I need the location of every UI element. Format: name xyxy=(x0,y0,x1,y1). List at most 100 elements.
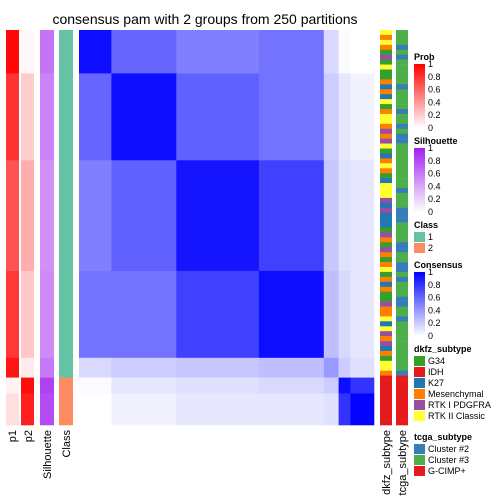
dkfz-subtype-cell xyxy=(380,360,392,366)
annot-cls-cell xyxy=(59,30,73,74)
annot-p2-cell xyxy=(21,160,34,272)
dkfz-subtype-cell xyxy=(380,143,392,149)
dkfz-subtype-cell xyxy=(380,207,392,213)
tcga-subtype-cell xyxy=(396,158,408,164)
tcga-subtype-cell xyxy=(396,59,408,65)
legends: Prob10.80.60.40.20Silhouette10.80.60.40.… xyxy=(414,52,491,476)
consensus-cell xyxy=(338,270,351,359)
annot-p1-cell xyxy=(6,357,19,378)
tcga-subtype-cell xyxy=(396,400,408,406)
dkfz-subtype-cell xyxy=(380,346,392,352)
dkfz-subtype-cell xyxy=(380,267,392,273)
annot-p2-cell xyxy=(21,73,34,161)
tcga-subtype-cell xyxy=(396,420,408,426)
consensus-cell xyxy=(111,393,177,426)
consensus-cell xyxy=(338,357,351,378)
prob-legend-tick: 0.2 xyxy=(428,110,441,120)
tcga-subtype-cell xyxy=(396,360,408,366)
column-label-dkfz-subtype: dkfz_subtype xyxy=(381,430,393,495)
tcga-subtype-cell xyxy=(396,123,408,129)
tcga-subtype-cell xyxy=(396,281,408,287)
tcga-subtype-cell xyxy=(396,109,408,115)
tcga-subtype-cell xyxy=(396,69,408,75)
dkfz-subtype-cell xyxy=(380,262,392,268)
dkfz-subtype-cell xyxy=(380,54,392,60)
consensus-legend-tick: 0.6 xyxy=(428,293,441,303)
consensus-cell xyxy=(176,30,260,74)
silhouette-legend-tick: 0 xyxy=(428,207,433,217)
prob-legend-colorbar xyxy=(414,64,425,128)
tcga-subtype-cell xyxy=(396,365,408,371)
column-label-tcga-subtype: tcga_subtype xyxy=(397,430,409,495)
dkfz-subtype-cell xyxy=(380,291,392,297)
silhouette-legend-tick: 0.8 xyxy=(428,156,441,166)
dkfz-subtype-legend-title: dkfz_subtype xyxy=(414,344,472,354)
dkfz-subtype-cell xyxy=(380,109,392,115)
dkfz-subtype-cell xyxy=(380,39,392,46)
dkfz-subtype-cell xyxy=(380,341,392,347)
prob-legend-tick: 0.4 xyxy=(428,97,441,107)
dkfz-subtype-legend-swatch xyxy=(414,411,425,421)
tcga-subtype-cell xyxy=(396,217,408,223)
dkfz-subtype-legend-swatch xyxy=(414,378,425,388)
tcga-subtype-cell xyxy=(396,212,408,218)
consensus-cell xyxy=(79,357,112,378)
tcga-subtype-legend-swatch xyxy=(414,455,425,465)
consensus-cell xyxy=(338,377,351,394)
consensus-legend-tick: 0.8 xyxy=(428,280,441,290)
tcga-subtype-cell xyxy=(396,202,408,208)
tcga-subtype-legend-label: Cluster #3 xyxy=(428,455,469,465)
tcga-subtype-cell xyxy=(396,74,408,80)
dkfz-subtype-cell xyxy=(380,252,392,258)
tcga-subtype-cell xyxy=(396,405,408,411)
consensus-cell xyxy=(176,160,260,272)
tcga-subtype-cell xyxy=(396,197,408,204)
dkfz-subtype-cell xyxy=(380,178,392,184)
tcga-subtype-cell xyxy=(396,34,408,41)
consensus-cell xyxy=(176,393,260,426)
tcga-subtype-cell xyxy=(396,168,408,174)
consensus-cell xyxy=(350,30,375,74)
dkfz-subtype-cell xyxy=(380,64,392,70)
dkfz-subtype-cell xyxy=(380,247,392,253)
dkfz-subtype-cell xyxy=(380,232,392,238)
tcga-subtype-cell xyxy=(396,271,408,278)
dkfz-subtype-cell xyxy=(380,192,392,199)
tcga-subtype-cell xyxy=(396,370,408,376)
annot-p1-cell xyxy=(6,30,19,74)
tcga-subtype-cell xyxy=(396,113,408,120)
tcga-subtype-cell xyxy=(396,153,408,159)
prob-legend-tick: 0.8 xyxy=(428,72,441,82)
annot-p2-cell xyxy=(21,377,34,394)
dkfz-subtype-cell xyxy=(380,321,392,327)
dkfz-subtype-cell xyxy=(380,375,392,381)
annot-p2-cell xyxy=(21,270,34,359)
silhouette-legend-tick: 0.2 xyxy=(428,194,441,204)
class-legend-swatch xyxy=(414,243,425,253)
class-legend-label: 1 xyxy=(428,232,433,242)
consensus-cell xyxy=(258,30,325,74)
dkfz-subtype-cell xyxy=(380,59,392,65)
consensus-cell xyxy=(258,73,325,161)
class-legend-label: 2 xyxy=(428,243,433,253)
row-annotation-columns xyxy=(6,30,73,426)
dkfz-subtype-cell xyxy=(380,395,392,401)
annot-cls-cell xyxy=(59,73,73,161)
consensus-cell xyxy=(338,393,351,426)
dkfz-subtype-cell xyxy=(380,405,392,411)
dkfz-subtype-cell xyxy=(380,370,392,376)
dkfz-subtype-legend-swatch xyxy=(414,356,425,366)
annot-sil-cell xyxy=(40,357,54,378)
consensus-cell xyxy=(258,357,325,378)
dkfz-subtype-cell xyxy=(380,183,392,189)
tcga-subtype-cell xyxy=(396,316,408,322)
tcga-subtype-cell xyxy=(396,321,408,327)
dkfz-subtype-cell xyxy=(380,336,392,342)
column-label-class: Class xyxy=(61,430,73,458)
column-label-silhouette: Silhouette xyxy=(42,430,54,479)
consensus-legend-title: Consensus xyxy=(414,260,463,270)
dkfz-subtype-legend-swatch xyxy=(414,367,425,377)
silhouette-legend-colorbar xyxy=(414,148,425,212)
annot-p2-cell xyxy=(21,30,34,74)
